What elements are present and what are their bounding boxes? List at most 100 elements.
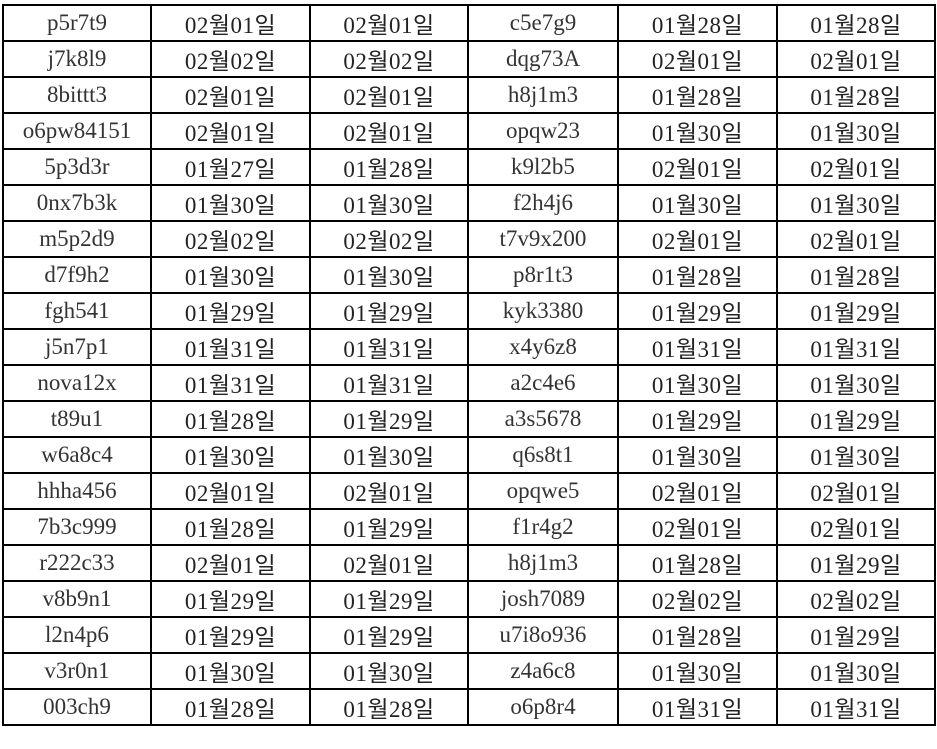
cell-date-b1[interactable]: 01월28일: [617, 256, 778, 294]
cell-date-b1[interactable]: 01월29일: [617, 292, 778, 330]
cell-date-a1[interactable]: 01월28일: [150, 400, 311, 438]
cell-id-a[interactable]: j7k8l9: [2, 40, 152, 78]
cell-id-b[interactable]: u7i8o936: [467, 616, 619, 654]
cell-date-b2[interactable]: 01월29일: [776, 292, 936, 330]
cell-id-a[interactable]: 0nx7b3k: [2, 184, 152, 222]
cell-date-a1[interactable]: 01월29일: [150, 292, 311, 330]
cell-date-b2[interactable]: 01월28일: [776, 256, 936, 294]
cell-date-a1[interactable]: 01월31일: [150, 328, 311, 366]
cell-id-b[interactable]: josh7089: [467, 580, 619, 618]
cell-id-b[interactable]: opqwe5: [467, 472, 619, 510]
cell-date-a2[interactable]: 01월28일: [309, 688, 469, 726]
cell-date-a2[interactable]: 01월30일: [309, 652, 469, 690]
cell-date-b2[interactable]: 02월01일: [776, 220, 936, 258]
cell-date-a1[interactable]: 01월31일: [150, 364, 311, 402]
cell-id-a[interactable]: r222c33: [2, 544, 152, 582]
cell-date-a2[interactable]: 01월31일: [309, 328, 469, 366]
cell-date-a2[interactable]: 01월30일: [309, 184, 469, 222]
cell-date-b2[interactable]: 01월28일: [776, 4, 936, 42]
cell-date-b1[interactable]: 01월30일: [617, 436, 778, 474]
cell-date-a2[interactable]: 01월31일: [309, 364, 469, 402]
cell-date-b2[interactable]: 01월30일: [776, 652, 936, 690]
cell-date-a2[interactable]: 01월29일: [309, 400, 469, 438]
cell-id-b[interactable]: z4a6c8: [467, 652, 619, 690]
cell-date-b1[interactable]: 01월28일: [617, 76, 778, 114]
cell-date-b1[interactable]: 01월30일: [617, 112, 778, 150]
cell-date-b2[interactable]: 01월28일: [776, 76, 936, 114]
cell-date-b2[interactable]: 02월01일: [776, 508, 936, 546]
cell-date-b2[interactable]: 01월31일: [776, 328, 936, 366]
cell-date-b1[interactable]: 01월30일: [617, 364, 778, 402]
cell-date-b2[interactable]: 02월01일: [776, 148, 936, 186]
cell-id-a[interactable]: t89u1: [2, 400, 152, 438]
cell-id-a[interactable]: j5n7p1: [2, 328, 152, 366]
cell-id-a[interactable]: hhha456: [2, 472, 152, 510]
cell-date-b1[interactable]: 02월01일: [617, 508, 778, 546]
cell-id-b[interactable]: h8j1m3: [467, 76, 619, 114]
cell-date-a1[interactable]: 01월27일: [150, 148, 311, 186]
cell-date-b2[interactable]: 02월01일: [776, 40, 936, 78]
cell-id-b[interactable]: a3s5678: [467, 400, 619, 438]
cell-id-b[interactable]: kyk3380: [467, 292, 619, 330]
cell-date-b1[interactable]: 02월01일: [617, 148, 778, 186]
cell-id-b[interactable]: x4y6z8: [467, 328, 619, 366]
cell-date-b2[interactable]: 01월30일: [776, 112, 936, 150]
cell-date-b1[interactable]: 02월02일: [617, 580, 778, 618]
cell-id-a[interactable]: m5p2d9: [2, 220, 152, 258]
cell-date-b1[interactable]: 01월31일: [617, 688, 778, 726]
cell-id-a[interactable]: o6pw84151: [2, 112, 152, 150]
cell-date-b2[interactable]: 02월01일: [776, 472, 936, 510]
cell-date-b2[interactable]: 01월30일: [776, 364, 936, 402]
cell-id-a[interactable]: nova12x: [2, 364, 152, 402]
cell-date-b1[interactable]: 01월30일: [617, 184, 778, 222]
cell-date-b2[interactable]: 01월30일: [776, 436, 936, 474]
cell-date-b2[interactable]: 02월02일: [776, 580, 936, 618]
cell-date-b1[interactable]: 01월29일: [617, 400, 778, 438]
cell-date-a2[interactable]: 01월29일: [309, 292, 469, 330]
cell-date-b1[interactable]: 01월30일: [617, 652, 778, 690]
cell-id-a[interactable]: 8bittt3: [2, 76, 152, 114]
cell-date-a1[interactable]: 01월29일: [150, 616, 311, 654]
cell-id-b[interactable]: q6s8t1: [467, 436, 619, 474]
cell-date-b2[interactable]: 01월30일: [776, 184, 936, 222]
cell-date-a2[interactable]: 01월28일: [309, 148, 469, 186]
cell-date-a1[interactable]: 02월01일: [150, 472, 311, 510]
cell-id-b[interactable]: a2c4e6: [467, 364, 619, 402]
cell-id-b[interactable]: c5e7g9: [467, 4, 619, 42]
cell-date-a2[interactable]: 02월01일: [309, 112, 469, 150]
cell-id-b[interactable]: opqw23: [467, 112, 619, 150]
cell-id-b[interactable]: t7v9x200: [467, 220, 619, 258]
cell-date-a1[interactable]: 01월30일: [150, 184, 311, 222]
cell-id-b[interactable]: o6p8r4: [467, 688, 619, 726]
cell-date-a1[interactable]: 02월01일: [150, 112, 311, 150]
cell-date-a2[interactable]: 02월01일: [309, 472, 469, 510]
cell-id-a[interactable]: d7f9h2: [2, 256, 152, 294]
cell-id-a[interactable]: l2n4p6: [2, 616, 152, 654]
cell-date-b2[interactable]: 01월31일: [776, 688, 936, 726]
cell-date-b1[interactable]: 01월28일: [617, 4, 778, 42]
cell-id-b[interactable]: f2h4j6: [467, 184, 619, 222]
cell-date-a2[interactable]: 01월29일: [309, 508, 469, 546]
cell-date-a1[interactable]: 02월02일: [150, 220, 311, 258]
cell-date-a2[interactable]: 01월29일: [309, 616, 469, 654]
cell-date-a1[interactable]: 01월28일: [150, 508, 311, 546]
cell-date-a2[interactable]: 01월29일: [309, 580, 469, 618]
cell-date-a1[interactable]: 02월01일: [150, 4, 311, 42]
cell-date-a1[interactable]: 01월30일: [150, 256, 311, 294]
cell-id-b[interactable]: p8r1t3: [467, 256, 619, 294]
cell-date-b1[interactable]: 01월28일: [617, 616, 778, 654]
cell-date-a1[interactable]: 01월30일: [150, 436, 311, 474]
cell-id-a[interactable]: 7b3c999: [2, 508, 152, 546]
cell-id-a[interactable]: 003ch9: [2, 688, 152, 726]
cell-date-b1[interactable]: 02월01일: [617, 472, 778, 510]
cell-date-a1[interactable]: 02월02일: [150, 40, 311, 78]
cell-date-a1[interactable]: 01월30일: [150, 652, 311, 690]
cell-date-b1[interactable]: 01월31일: [617, 328, 778, 366]
cell-date-a1[interactable]: 02월01일: [150, 544, 311, 582]
cell-date-b2[interactable]: 01월29일: [776, 616, 936, 654]
cell-date-a2[interactable]: 02월01일: [309, 76, 469, 114]
cell-id-b[interactable]: h8j1m3: [467, 544, 619, 582]
cell-date-a2[interactable]: 01월30일: [309, 256, 469, 294]
cell-id-a[interactable]: fgh541: [2, 292, 152, 330]
cell-date-a1[interactable]: 01월29일: [150, 580, 311, 618]
